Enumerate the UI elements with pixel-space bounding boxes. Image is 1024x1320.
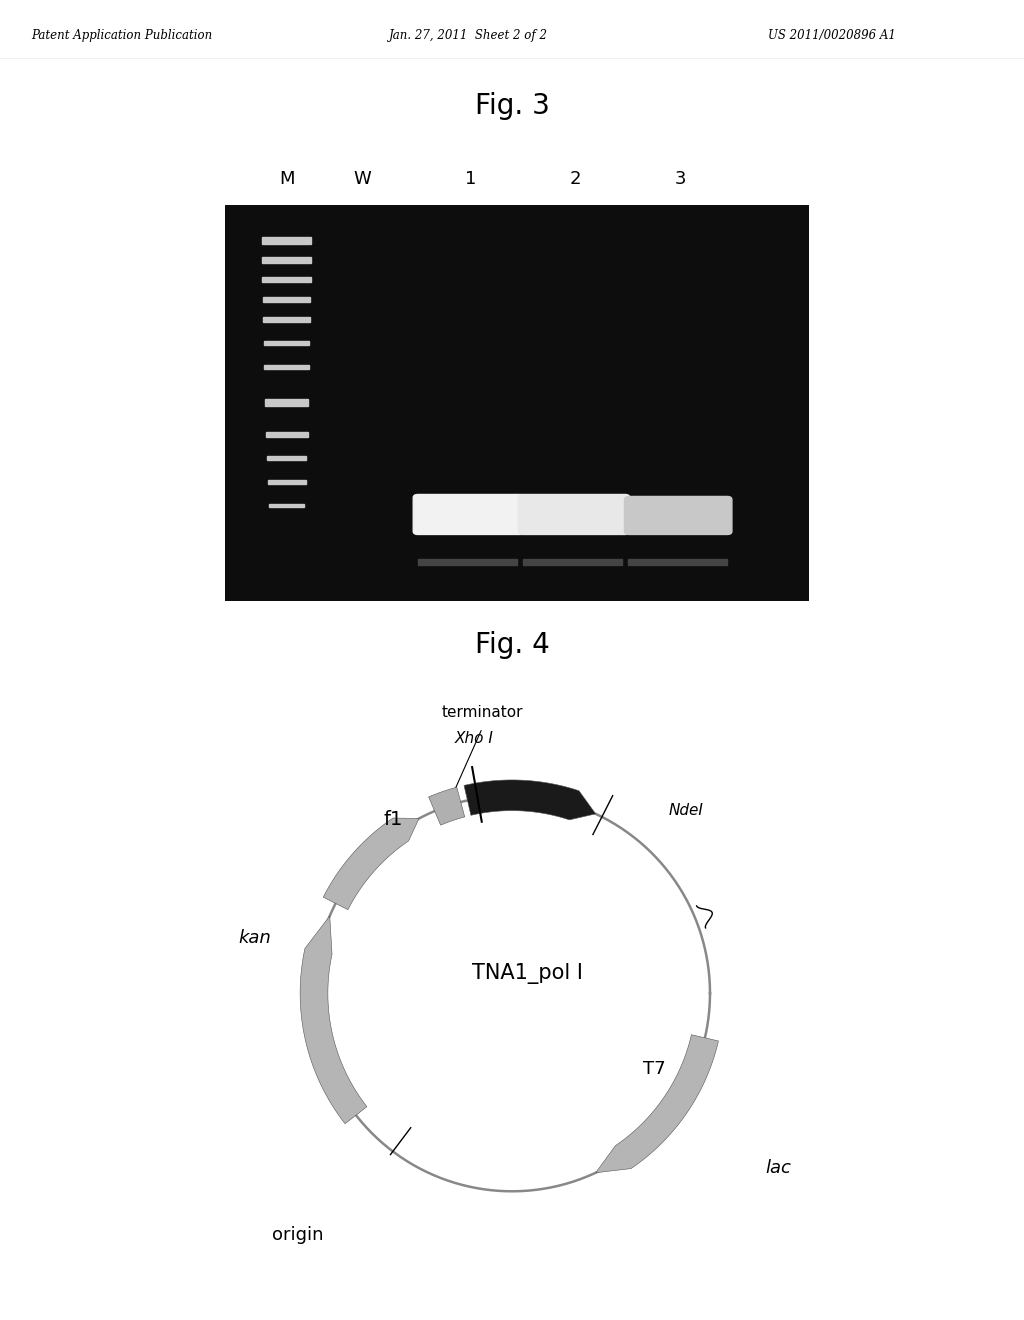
- Bar: [267, 480, 305, 483]
- Polygon shape: [596, 1035, 719, 1172]
- Text: Fig. 3: Fig. 3: [474, 92, 550, 120]
- Bar: [265, 432, 307, 437]
- Text: lac: lac: [766, 1159, 792, 1176]
- Bar: [264, 342, 309, 346]
- Text: Jan. 27, 2011  Sheet 2 of 2: Jan. 27, 2011 Sheet 2 of 2: [389, 29, 548, 42]
- Text: terminator: terminator: [441, 705, 523, 721]
- Polygon shape: [429, 787, 465, 825]
- Bar: [264, 364, 309, 370]
- Bar: [263, 297, 310, 302]
- Text: M: M: [279, 170, 294, 189]
- Text: Xho I: Xho I: [455, 730, 494, 746]
- Bar: [266, 457, 306, 459]
- FancyBboxPatch shape: [625, 496, 732, 535]
- Text: 1: 1: [465, 170, 476, 189]
- Polygon shape: [464, 780, 596, 820]
- Bar: [418, 560, 517, 565]
- Text: f1: f1: [384, 809, 402, 829]
- Text: Patent Application Publication: Patent Application Publication: [31, 29, 212, 42]
- Text: Fig. 4: Fig. 4: [475, 631, 549, 659]
- Text: kan: kan: [239, 929, 271, 946]
- Text: W: W: [353, 170, 372, 189]
- Bar: [262, 236, 311, 244]
- Bar: [262, 277, 311, 282]
- Polygon shape: [300, 916, 367, 1123]
- Text: origin: origin: [272, 1226, 324, 1243]
- Text: US 2011/0020896 A1: US 2011/0020896 A1: [768, 29, 896, 42]
- Bar: [262, 257, 311, 263]
- FancyBboxPatch shape: [518, 495, 630, 535]
- Text: NdeI: NdeI: [669, 803, 703, 817]
- Bar: [523, 560, 623, 565]
- Bar: [264, 399, 308, 407]
- FancyBboxPatch shape: [414, 495, 524, 535]
- Text: 3: 3: [675, 170, 686, 189]
- Bar: [269, 504, 304, 507]
- Bar: [263, 317, 310, 322]
- Text: TNA1_pol I: TNA1_pol I: [472, 964, 584, 983]
- Polygon shape: [324, 818, 419, 909]
- Text: T7: T7: [643, 1060, 666, 1077]
- Bar: [628, 560, 727, 565]
- Text: 2: 2: [569, 170, 582, 189]
